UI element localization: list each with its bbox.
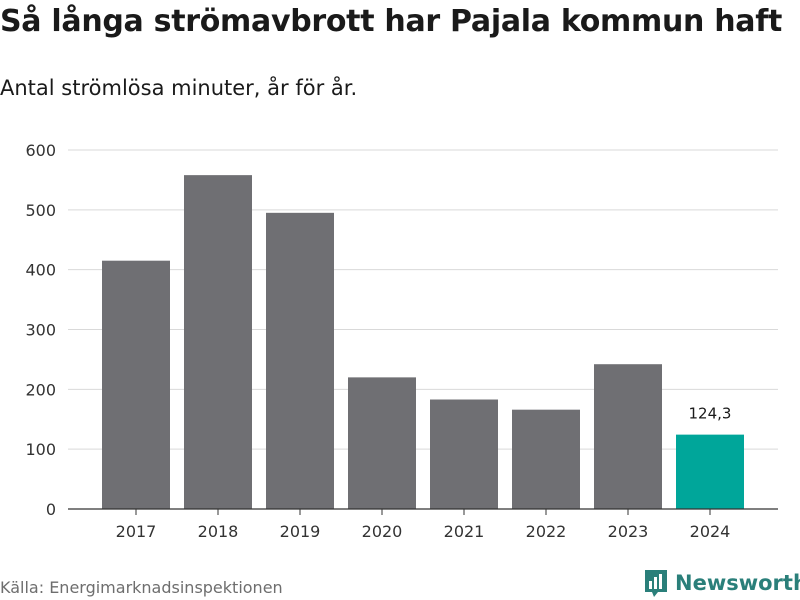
- bar-2018: [184, 175, 252, 509]
- y-tick-label: 100: [25, 440, 56, 459]
- y-tick-label: 400: [25, 261, 56, 280]
- chart-subtitle: Antal strömlösa minuter, år för år.: [0, 76, 358, 100]
- y-tick-label: 300: [25, 321, 56, 340]
- bar-2021: [430, 399, 498, 509]
- y-tick-label: 200: [25, 380, 56, 399]
- x-tick-label: 2024: [690, 522, 731, 541]
- chart-title: Så långa strömavbrott har Pajala kommun …: [0, 4, 783, 39]
- data-label: 124,3: [689, 405, 732, 423]
- bar-2017: [102, 260, 170, 509]
- bar-2024: [676, 434, 744, 509]
- y-tick-label: 0: [46, 500, 56, 519]
- x-tick-label: 2022: [526, 522, 567, 541]
- x-tick-label: 2020: [362, 522, 403, 541]
- bar-2019: [266, 212, 334, 509]
- brand-name: Newsworthy: [675, 571, 800, 595]
- bar-2023: [594, 364, 662, 509]
- y-tick-label: 600: [25, 141, 56, 160]
- source-note: Källa: Energimarknadsinspektionen: [0, 578, 283, 597]
- bar-2020: [348, 377, 416, 509]
- x-tick-label: 2023: [608, 522, 649, 541]
- x-tick-label: 2017: [116, 522, 157, 541]
- y-tick-label: 500: [25, 201, 56, 220]
- x-tick-label: 2018: [198, 522, 239, 541]
- bar-2022: [512, 409, 580, 509]
- x-tick-label: 2021: [444, 522, 485, 541]
- brand-logo: Newsworthy: [643, 568, 800, 598]
- newsworthy-logo-icon: [645, 570, 667, 597]
- x-tick-label: 2019: [280, 522, 321, 541]
